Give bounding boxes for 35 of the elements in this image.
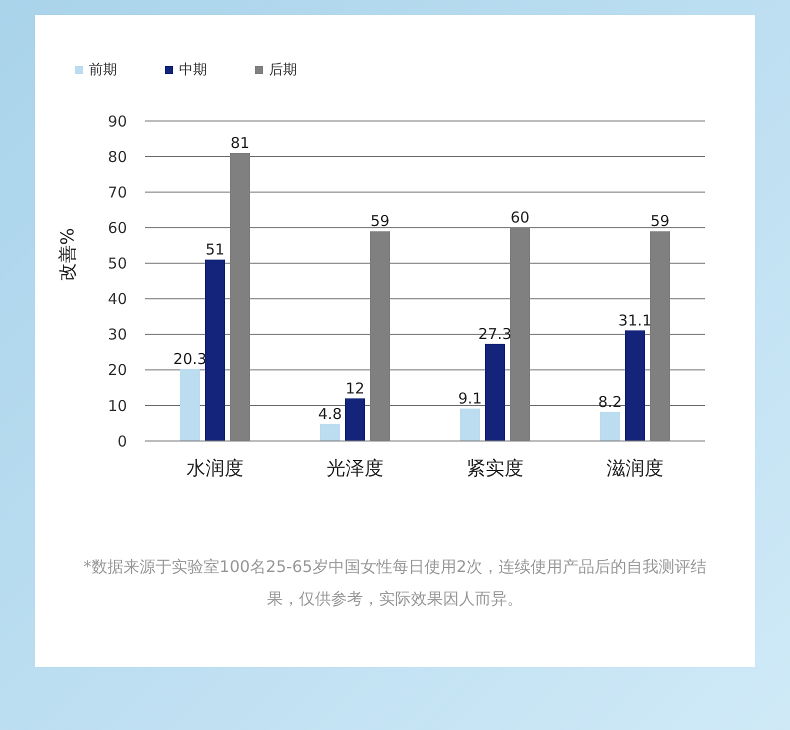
x-tick-label: 光泽度 <box>326 457 384 480</box>
legend-label: 前期 <box>89 61 117 79</box>
y-tick-label: 30 <box>108 326 127 344</box>
bar <box>485 344 505 441</box>
bar <box>460 408 480 441</box>
y-tick-label: 80 <box>108 148 127 166</box>
x-tick-label: 紧实度 <box>466 457 524 480</box>
data-label: 51 <box>205 240 225 259</box>
bar <box>600 412 620 441</box>
y-tick-label: 10 <box>108 396 127 415</box>
data-label: 81 <box>230 134 250 152</box>
data-label: 4.8 <box>318 404 342 423</box>
y-axis-title: 改善% <box>57 228 78 281</box>
y-tick-label: 50 <box>108 254 127 273</box>
y-tick-label: 60 <box>108 218 127 237</box>
bar <box>320 424 340 441</box>
y-tick-label: 0 <box>117 432 127 450</box>
bar <box>205 260 225 441</box>
data-label: 12 <box>345 379 365 398</box>
text: *数据来源于实验室100名25-65岁中国女性每日使用2次，连续使用产品后的自我测评结果，仅供参考，实际效果因人而异。 <box>82 556 708 610</box>
data-label: 59 <box>650 212 670 230</box>
y-tick-label: 40 <box>108 290 127 308</box>
bar <box>345 398 365 441</box>
bar <box>180 368 200 441</box>
data-label: 9.1 <box>458 390 482 408</box>
legend-label: 后期 <box>269 61 297 79</box>
x-tick-label: 滋润度 <box>606 457 664 480</box>
data-label: 59 <box>370 212 390 230</box>
x-tick-label: 水润度 <box>186 457 244 480</box>
y-tick-label: 20 <box>108 361 127 380</box>
y-tick-label: 90 <box>108 112 127 130</box>
data-label: 60 <box>510 208 530 227</box>
y-tick-label: 70 <box>108 183 127 202</box>
bar <box>625 330 645 441</box>
legend-label: 中期 <box>179 61 207 79</box>
